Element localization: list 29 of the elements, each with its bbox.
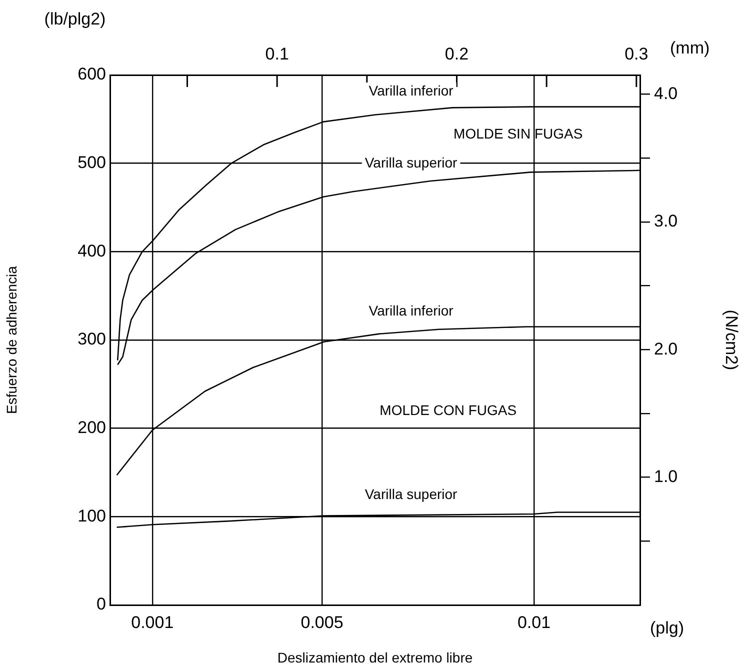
x2-tick-label: 0.1	[265, 44, 289, 64]
annotation: MOLDE SIN FUGAS	[454, 126, 583, 142]
y2-tick-label: 4.0	[654, 84, 678, 103]
y-tick-label: 200	[78, 418, 106, 438]
series-label: Varilla inferior	[368, 82, 454, 98]
y-axis-title: Esfuerzo de adherencia	[3, 266, 20, 414]
annotation: MOLDE CON FUGAS	[380, 402, 517, 418]
y-tick-label: 500	[78, 153, 106, 172]
y-tick-label: 100	[78, 506, 106, 526]
x-tick-label: 0.01	[517, 612, 551, 632]
series-label: Varilla superior	[364, 154, 458, 171]
text: (lb/plg2)	[44, 10, 106, 29]
y-tick-label: 0	[96, 594, 106, 614]
x-tick-label: 0.005	[300, 612, 344, 632]
y-tick-label: 400	[78, 241, 106, 260]
y-tick-label: 600	[78, 64, 106, 84]
y-tick-label: 300	[78, 330, 106, 349]
series-label: Varilla superior	[364, 486, 458, 502]
text: (plg)	[650, 618, 684, 638]
y2-tick-label: 1.0	[654, 466, 678, 486]
text: (mm)	[670, 38, 710, 58]
y2-tick-label: 3.0	[654, 212, 678, 231]
y2-tick-label: 2.0	[654, 339, 678, 358]
x2-tick-label: 0.3	[624, 44, 648, 64]
x-axis-title: Deslizamiento del extremo libre	[277, 649, 473, 666]
x-tick-label: 0.001	[131, 612, 174, 632]
y2-axis-title: (N/cm2)	[722, 310, 742, 370]
series-label: Varilla inferior	[368, 302, 454, 318]
x2-tick-label: 0.2	[444, 44, 469, 64]
